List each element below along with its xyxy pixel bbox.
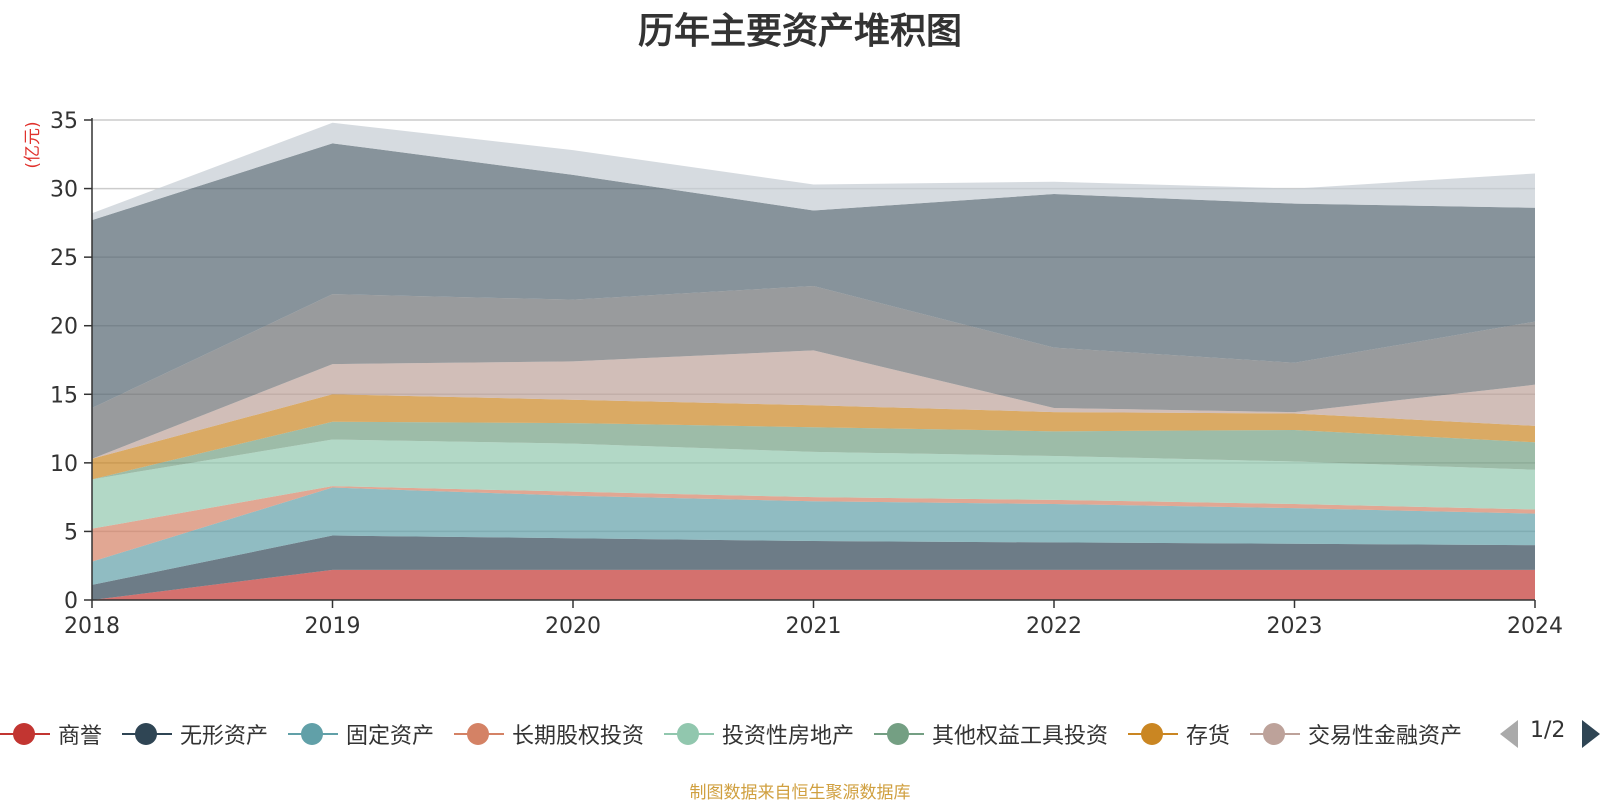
chart-title: 历年主要资产堆积图: [637, 11, 962, 52]
x-tick-label: 2024: [1507, 614, 1563, 639]
area-series-8[interactable]: [92, 350, 1535, 459]
area-series-6[interactable]: [92, 421, 1535, 480]
legend-label: 投资性房地产: [722, 724, 855, 749]
legend-marker-icon: [454, 714, 504, 754]
y-tick-label: 15: [50, 383, 78, 408]
y-tick-label: 5: [64, 520, 78, 545]
area-series: [92, 122, 1535, 600]
area-series-1[interactable]: [92, 569, 1535, 600]
area-series-5[interactable]: [92, 439, 1535, 529]
legend-marker-icon: [664, 714, 714, 754]
legend-pager: 1/2: [1500, 714, 1600, 754]
pager-prev-icon[interactable]: [1500, 720, 1518, 748]
y-tick-label: 30: [50, 178, 78, 203]
legend-label: 其他权益工具投资: [932, 724, 1109, 749]
y-tick-label: 20: [50, 315, 78, 340]
legend-items: 商誉 无形资产 固定资产 长期股权投资 投资性房地产 其他权益工具投资 存货 交易性金融资产: [0, 714, 1480, 754]
area-series-3[interactable]: [92, 487, 1535, 585]
x-tick-label: 2023: [1267, 614, 1323, 639]
legend-marker-icon: [1250, 714, 1300, 754]
legend-item[interactable]: 无形资产: [122, 714, 268, 754]
legend-label: 固定资产: [346, 724, 435, 749]
legend-label: 无形资产: [180, 724, 269, 749]
legend-marker-icon: [874, 714, 924, 754]
legend-marker-icon: [1128, 714, 1178, 754]
stacked-area-chart: 0 5 10 15 20 25 30 35 2018 2019 2020 2021 2022 2023 20…: [23, 109, 1563, 639]
legend-item[interactable]: 存货: [1128, 714, 1230, 754]
area-series-10[interactable]: [92, 143, 1535, 409]
legend-label: 交易性金融资产: [1308, 724, 1463, 749]
legend-marker-icon: [122, 714, 172, 754]
pager-next-icon[interactable]: [1582, 720, 1600, 748]
legend-marker-icon: [288, 714, 338, 754]
legend-label: 长期股权投资: [512, 724, 645, 749]
legend-item[interactable]: 固定资产: [288, 714, 434, 754]
legend-item[interactable]: 长期股权投资: [454, 714, 644, 754]
x-tick-label: 2021: [786, 614, 842, 639]
x-tick-label: 2020: [545, 614, 601, 639]
y-tick-label: 10: [50, 452, 78, 477]
area-series-11[interactable]: [92, 122, 1535, 221]
y-tick-label: 35: [50, 109, 78, 134]
area-series-4[interactable]: [92, 486, 1535, 562]
pager-page-indicator: 1/2: [1530, 718, 1566, 743]
legend-item[interactable]: 投资性房地产: [664, 714, 854, 754]
y-tick-label: 25: [50, 246, 78, 271]
y-tick-label: 0: [64, 589, 78, 614]
legend-item[interactable]: 交易性金融资产: [1250, 714, 1462, 754]
legend-label: 商誉: [58, 724, 103, 749]
axes: 0 5 10 15 20 25 30 35 2018 2019 2020 2021 2022 2023 20…: [50, 109, 1563, 639]
source-note: 制图数据来自恒生聚源数据库: [689, 783, 911, 803]
legend-item[interactable]: 商誉: [0, 714, 102, 754]
x-tick-label: 2018: [64, 614, 120, 639]
legend-marker-icon: [0, 714, 50, 754]
x-tick-label: 2019: [305, 614, 361, 639]
area-series-2[interactable]: [92, 535, 1535, 600]
area-series-9[interactable]: [92, 285, 1535, 459]
legend: 商誉 无形资产 固定资产 长期股权投资 投资性房地产 其他权益工具投资 存货 交易性金融资产 …: [0, 714, 1600, 754]
legend-item[interactable]: 其他权益工具投资: [874, 714, 1108, 754]
legend-label: 存货: [1186, 724, 1231, 749]
y-axis-unit-label: (亿元): [23, 121, 43, 168]
area-series-7[interactable]: [92, 394, 1535, 480]
x-tick-label: 2022: [1026, 614, 1082, 639]
